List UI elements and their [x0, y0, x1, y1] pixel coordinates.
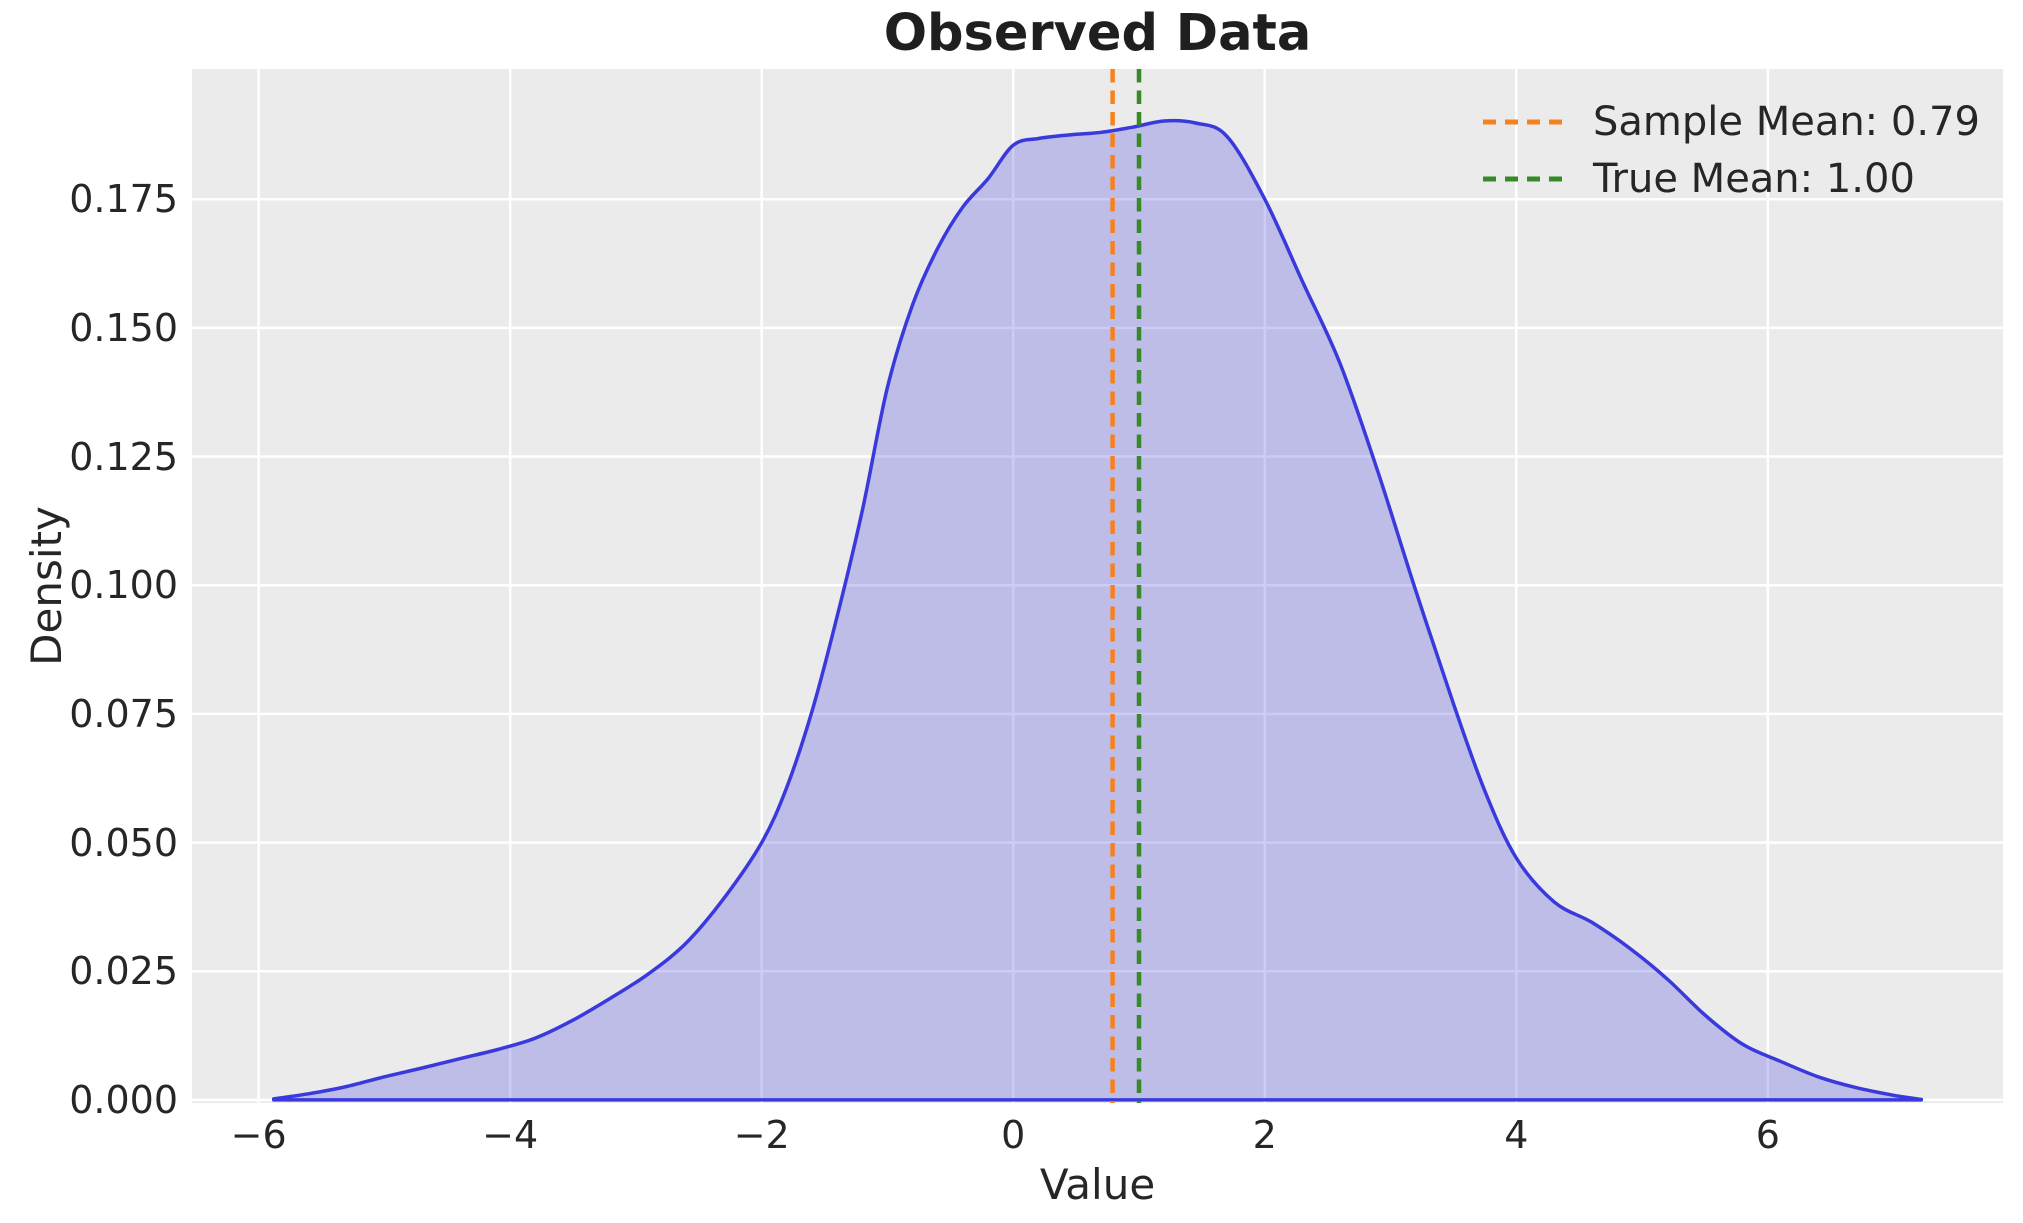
x-tick-label: −2 [733, 1113, 790, 1157]
x-tick-label: −4 [482, 1113, 539, 1157]
y-tick-label: 0.000 [69, 1077, 178, 1122]
y-tick-label: 0.075 [69, 691, 178, 736]
y-tick-label: 0.125 [69, 434, 178, 479]
sample-mean-legend-dash-icon [1483, 119, 1563, 125]
y-tick-label: 0.050 [69, 820, 178, 865]
chart-title: Observed Data [883, 4, 1312, 63]
kde-density-curve [271, 118, 1924, 1102]
x-tick-label: −6 [230, 1113, 287, 1157]
y-tick-label: 0.150 [69, 305, 178, 350]
true-mean-legend-label: True Mean: 1.00 [1593, 156, 1915, 202]
x-tick-label: 4 [1504, 1113, 1529, 1157]
y-tick-label: 0.025 [69, 949, 178, 994]
kde-plot-canvas [192, 69, 2003, 1103]
x-axis-label: Value [1039, 1160, 1156, 1209]
sample-mean-legend-label: Sample Mean: 0.79 [1593, 99, 1980, 145]
y-tick-label: 0.100 [69, 563, 178, 608]
x-tick-label: 6 [1755, 1113, 1780, 1157]
plot-area [192, 69, 2003, 1103]
y-tick-label: 0.175 [69, 177, 178, 222]
x-tick-label: 0 [1001, 1113, 1026, 1157]
y-axis-label: Density [22, 506, 71, 666]
x-tick-label: 2 [1252, 1113, 1277, 1157]
true-mean-legend-dash-icon [1483, 176, 1563, 182]
